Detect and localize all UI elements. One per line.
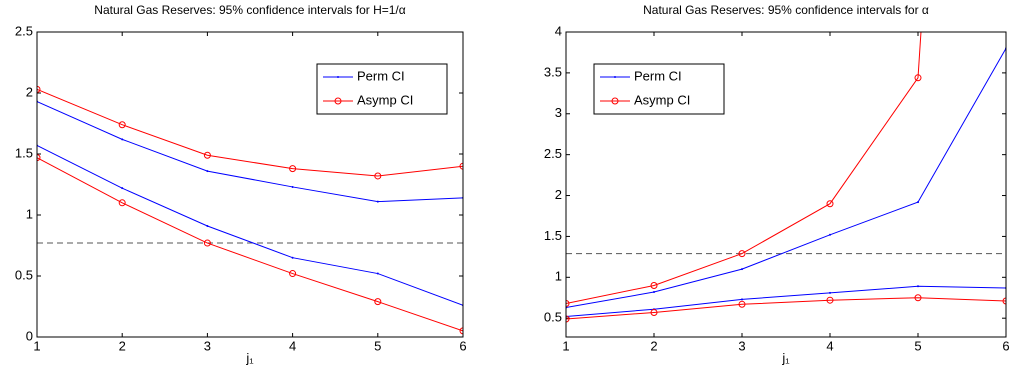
legend-box [593, 63, 725, 115]
x-tick-label: 6 [1002, 338, 1009, 353]
x-tick-label: 1 [33, 338, 40, 353]
point [376, 272, 379, 275]
x-tick-label: 4 [289, 338, 296, 353]
ci-line [566, 48, 1006, 309]
point [914, 294, 922, 302]
y-tick-label: 2 [555, 187, 562, 202]
point [206, 170, 209, 173]
point [121, 187, 124, 190]
point [914, 74, 922, 82]
x-tick-label: 5 [914, 338, 921, 353]
point [289, 165, 297, 173]
y-tick-label: 3.5 [544, 64, 562, 79]
point [566, 315, 570, 323]
ci-line [566, 285, 1006, 318]
point [566, 299, 570, 307]
point [374, 172, 382, 180]
point [653, 291, 655, 294]
y-tick-label: 1.5 [15, 145, 33, 160]
axes-box [36, 31, 464, 338]
plot: Natural Gas Reserves: 95% confidence int… [544, 3, 1010, 365]
legend-marker [614, 76, 616, 78]
point [121, 138, 124, 141]
legend-label: Perm CI [357, 68, 405, 83]
point [289, 270, 297, 278]
legend-box [316, 63, 448, 115]
ci-line [37, 88, 463, 177]
point [826, 200, 834, 208]
y-tick-label: 4 [555, 23, 562, 38]
point [459, 162, 463, 170]
point [650, 281, 658, 289]
point [829, 291, 831, 294]
legend-label: Asymp CI [357, 92, 413, 107]
y-tick-label: 2.5 [544, 146, 562, 161]
point [291, 185, 294, 188]
ci-line [37, 145, 463, 306]
x-tick-label: 1 [562, 338, 569, 353]
point [376, 200, 379, 203]
y-tick-label: 3 [555, 105, 562, 120]
point [118, 121, 126, 129]
axes-box [565, 31, 1007, 338]
ci-line [566, 32, 922, 304]
point [741, 268, 743, 271]
point [37, 85, 41, 93]
point [1002, 297, 1006, 305]
legend-label: Asymp CI [634, 92, 690, 107]
ci-line [37, 101, 463, 203]
y-tick-label: 1 [26, 206, 33, 221]
y-tick-label: 1 [555, 269, 562, 284]
chart-title: Natural Gas Reserves: 95% confidence int… [643, 3, 929, 17]
point [374, 298, 382, 306]
legend-marker [337, 76, 339, 78]
point [738, 300, 746, 308]
legend: Perm CI Asymp CI [593, 63, 725, 115]
x-tick-label: 6 [459, 338, 466, 353]
point [650, 308, 658, 316]
plot: Natural Gas Reserves: 95% confidence int… [15, 3, 467, 365]
point [459, 327, 463, 335]
point [917, 201, 919, 204]
y-tick-label: 0.5 [544, 310, 562, 325]
point [203, 151, 211, 159]
legend: Perm CI Asymp CI [316, 63, 448, 115]
point [826, 296, 834, 304]
y-tick-label: 1.5 [544, 228, 562, 243]
lines [566, 32, 1006, 323]
x-axis-label: j₁ [245, 350, 254, 365]
point [206, 224, 209, 227]
y-tick-label: 0.5 [15, 267, 33, 282]
point [291, 256, 294, 259]
legend-marker [611, 97, 619, 105]
legend-label: Perm CI [634, 68, 682, 83]
x-tick-label: 4 [826, 338, 833, 353]
point [741, 298, 743, 301]
point [203, 239, 211, 247]
ci-line [37, 157, 463, 332]
y-tick-label: 2.5 [15, 23, 33, 38]
lines [37, 85, 463, 335]
ci-line [566, 297, 1006, 320]
y-tick-label: 0 [26, 328, 33, 343]
x-tick-label: 3 [738, 338, 745, 353]
point [37, 154, 41, 162]
x-tick-label: 2 [650, 338, 657, 353]
y-tick-label: 2 [26, 84, 33, 99]
x-tick-label: 5 [374, 338, 381, 353]
point [917, 285, 919, 288]
x-tick-label: 2 [119, 338, 126, 353]
x-tick-label: 3 [204, 338, 211, 353]
chart-title: Natural Gas Reserves: 95% confidence int… [94, 3, 405, 17]
point [118, 199, 126, 207]
legend-marker [334, 97, 342, 105]
point [829, 233, 831, 236]
x-axis-label: j₁ [781, 350, 790, 365]
point [738, 250, 746, 258]
